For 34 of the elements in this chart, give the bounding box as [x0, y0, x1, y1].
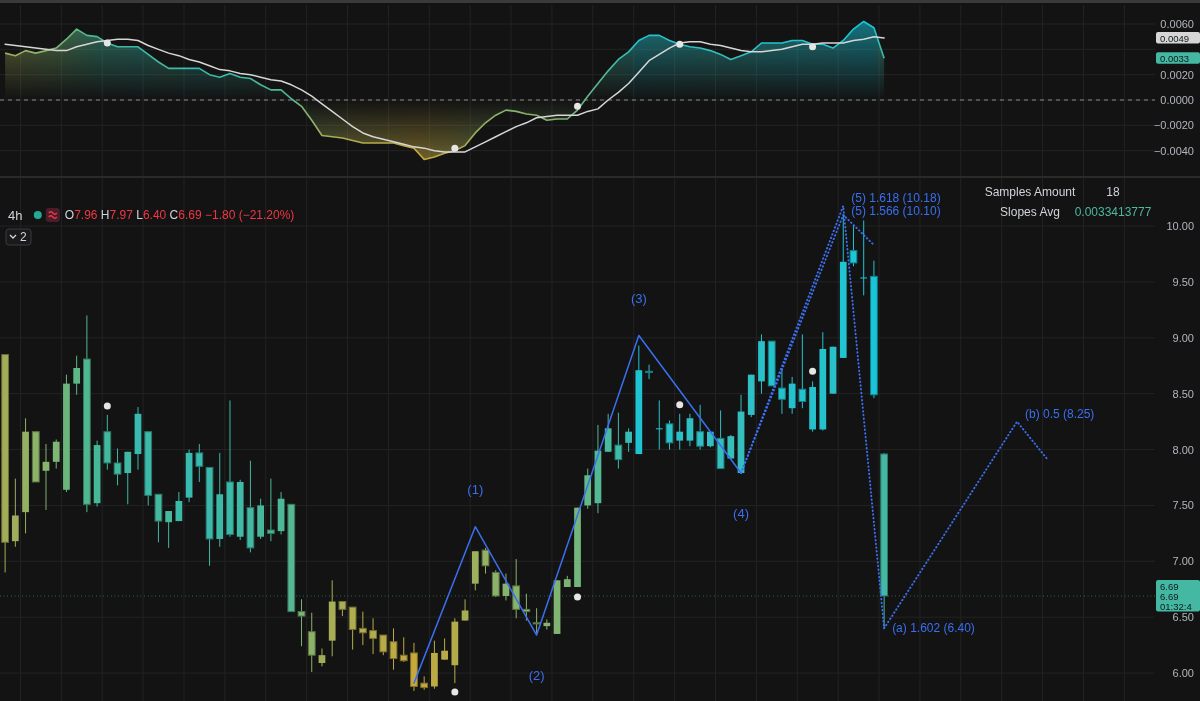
text: 6.69	[1160, 590, 1179, 602]
text: O7.96 H7.97 L6.40 C6.69 −1.80 (−21.20%)	[64, 208, 295, 222]
annotation: (3)	[630, 290, 647, 306]
y-tick-label: 0.0060	[1160, 18, 1194, 30]
y-tick-label: 0.0020	[1160, 68, 1194, 81]
text: 4h	[8, 207, 23, 223]
text: 6.69	[1160, 580, 1179, 592]
y-tick-label: 8.00	[1172, 443, 1194, 456]
y-tick-label: −0.0020	[1153, 119, 1194, 132]
text: 0.0049	[1160, 32, 1190, 44]
annotation: 2	[20, 230, 27, 244]
y-tick-label: 8.50	[1172, 387, 1194, 400]
text: 01:32:4	[1160, 600, 1192, 612]
y-tick-label: 10.00	[1166, 220, 1194, 233]
annotation: 18	[1106, 185, 1120, 199]
annotation: (1)	[467, 481, 484, 497]
annotation: (4)	[733, 505, 749, 521]
data-label: (5) 1.618 (10.18)	[851, 190, 941, 205]
y-tick-label: 7.00	[1172, 555, 1194, 568]
y-tick-label: 6.00	[1172, 667, 1194, 680]
annotation: Samples Amount	[984, 185, 1077, 199]
annotation: Slopes Avg	[1000, 205, 1060, 219]
y-tick-label: 6.50	[1172, 611, 1194, 624]
text: 0.0033	[1160, 52, 1190, 64]
y-tick-label: 7.50	[1172, 499, 1194, 512]
annotation: (2)	[528, 667, 545, 683]
data-label: (a) 1.602 (6.40)	[892, 621, 975, 636]
y-tick-label: 9.00	[1172, 331, 1194, 344]
y-tick-label: −0.0040	[1153, 144, 1194, 157]
annotation: 0.0033413777	[1074, 205, 1152, 219]
data-label: (b) 0.5 (8.25)	[1025, 406, 1095, 421]
y-tick-label: 0.0000	[1160, 94, 1194, 106]
dropdown-button: 2	[5, 228, 32, 246]
y-tick-label: 9.50	[1172, 275, 1194, 288]
